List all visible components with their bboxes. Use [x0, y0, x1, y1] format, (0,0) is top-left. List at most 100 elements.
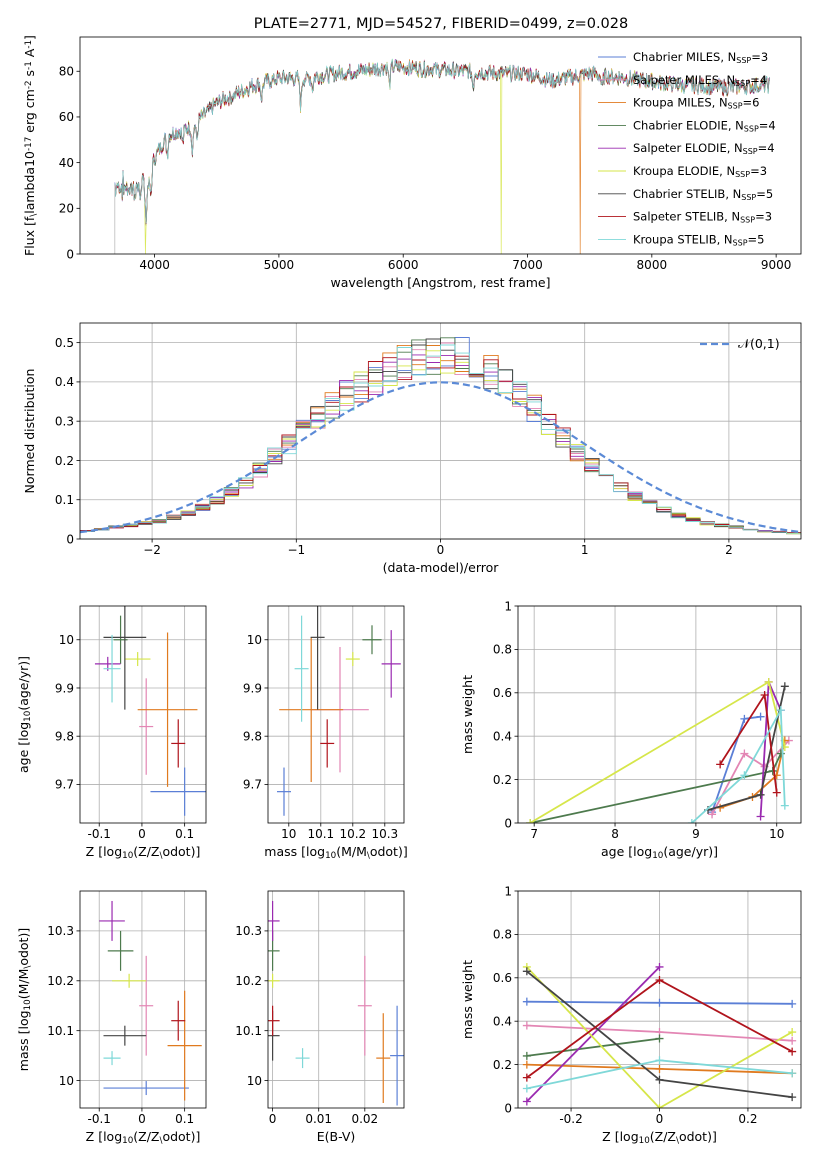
weight-marker: [655, 1075, 664, 1084]
plot-area: [114, 58, 771, 254]
x-tick-label: 6000: [388, 258, 419, 272]
axes-frame: [517, 605, 802, 824]
x-axis-label: E(B-V): [317, 1129, 356, 1144]
axes-frame: [79, 322, 802, 540]
label-part: lambda10: [22, 151, 37, 214]
x-tick-label: 9000: [761, 258, 792, 272]
weight-marker: [522, 997, 531, 1006]
label-part: -1: [24, 40, 34, 49]
weight-marker: [716, 760, 725, 769]
weight-marker: [655, 1064, 664, 1073]
label-part: (M/M: [16, 969, 31, 1000]
y-tick-label: 10.2: [47, 974, 74, 988]
y-tick-label: 10.1: [47, 1024, 74, 1038]
weight-line-4: [526, 966, 661, 1103]
legend-nssp: =4: [750, 73, 767, 87]
label-part: Z [log: [86, 844, 122, 859]
y-tick-label: 0.6: [493, 686, 512, 700]
weight-marker: [522, 1084, 531, 1093]
weight-marker: [760, 690, 769, 699]
label-part: -2: [24, 80, 34, 89]
label-part: odot)]: [370, 844, 408, 859]
legend-entry: Kroupa STELIB, NSSP=5: [633, 232, 764, 247]
weight-line-8: [691, 706, 786, 823]
legend-nssp: =5: [756, 187, 773, 201]
errorbar-point-6: [103, 1025, 147, 1046]
label-part: 10: [122, 851, 133, 861]
x-tick-label: −1: [287, 543, 305, 557]
axes-frame: [517, 890, 802, 1109]
plot-area: [80, 337, 801, 535]
x-tick-label: 10: [281, 827, 296, 841]
grid: [268, 606, 404, 823]
label-part: 10: [23, 711, 33, 722]
label-part: age [log: [601, 844, 652, 859]
label-part: 10: [325, 851, 336, 861]
plot-area: [94, 606, 206, 816]
legend-subscript: SSP: [744, 124, 759, 133]
weight-line-3: [526, 1037, 660, 1057]
y-tick-label: 9.7: [55, 778, 74, 792]
legend-nssp: =6: [743, 96, 760, 110]
errorbar-point-4: [381, 630, 401, 698]
legend-subscript: SSP: [741, 192, 756, 201]
errorbar-point-4: [268, 900, 280, 941]
weight-line-3: [529, 753, 782, 823]
label-part: odot)]: [162, 844, 200, 859]
weight-marker: [740, 771, 749, 780]
label-part: E(B-V): [317, 1129, 356, 1144]
errorbar-point-4: [99, 900, 125, 941]
y-tick-label: 10: [247, 1074, 262, 1088]
x-axis-label: Z [log10(Z/Z\odot)]: [602, 1129, 717, 1146]
y-tick-label: 60: [59, 110, 74, 124]
label-part: odot)]: [679, 1129, 717, 1144]
label-part: \: [29, 214, 39, 217]
axes-frame: [79, 605, 207, 824]
legend-entry: Salpeter MILES, NSSP=4: [633, 73, 767, 88]
weight-marker: [526, 819, 535, 823]
label-part: \: [676, 1136, 679, 1146]
y-tick-label: 9.8: [243, 730, 262, 744]
legend-subscript: SSP: [736, 56, 751, 65]
plot-area: [268, 900, 404, 1106]
weight-marker: [655, 962, 664, 971]
y-tick-label: 10: [247, 633, 262, 647]
label-part: Flux [f: [22, 216, 37, 256]
normal-curve: [80, 381, 801, 534]
x-tick-label: 10.2: [339, 827, 366, 841]
label-part: Z [log: [602, 1129, 638, 1144]
label-part: mass [log: [16, 1010, 31, 1071]
weight-line-5: [529, 680, 786, 823]
label-part: mass [log: [264, 844, 325, 859]
y-tick-label: 0.5: [55, 336, 74, 350]
plot-area: [522, 962, 797, 1108]
weight-marker: [708, 810, 717, 819]
label-part: odot)]: [162, 1129, 200, 1144]
weight-marker: [764, 677, 773, 686]
weight-marker: [756, 812, 765, 821]
x-axis-label: mass [log10(M/M\odot)]: [264, 844, 407, 861]
y-tick-label: 1: [504, 599, 512, 613]
axis-decorations: 0 0.01 0.02 10 10.1 10.2 10.3 E(B-V): [235, 890, 405, 1144]
errorbar-point-5: [112, 973, 147, 988]
x-tick-label: −2: [143, 543, 161, 557]
errorbar-point-3: [107, 930, 134, 971]
y-tick-label: 9.9: [55, 681, 74, 695]
x-axis-label: age [log10(age/yr)]: [601, 844, 718, 861]
label-part: odot)]: [16, 928, 31, 966]
weight-marker: [772, 788, 781, 797]
label-part: (Z/Z: [133, 1129, 159, 1144]
y-tick-label: 0.2: [493, 1058, 512, 1072]
y-tick-label: 0: [504, 1101, 512, 1115]
weight-marker: [655, 975, 664, 984]
legend-nssp: =4: [758, 141, 775, 155]
label-part: -17: [24, 137, 34, 151]
y-axis-label: Normed distribution: [22, 369, 37, 494]
y-tick-label: 9.8: [55, 730, 74, 744]
x-tick-label: -0.2: [559, 1112, 582, 1126]
errorbar-point-0: [150, 767, 206, 816]
errorbar-point-1: [357, 955, 372, 1056]
